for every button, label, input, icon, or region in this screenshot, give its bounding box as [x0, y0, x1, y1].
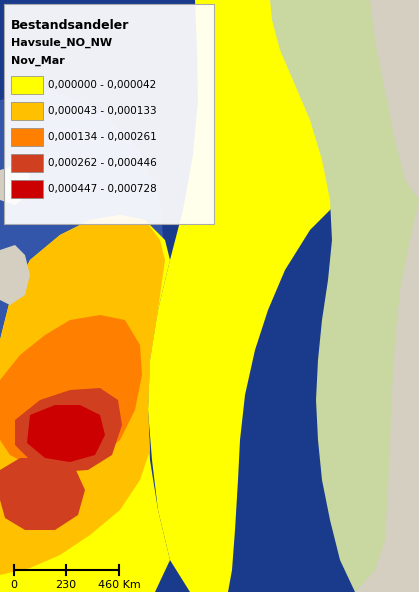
Text: Havsule_NO_NW: Havsule_NO_NW	[11, 38, 112, 49]
Text: 230: 230	[55, 580, 77, 590]
Polygon shape	[355, 200, 419, 592]
Bar	[11, 128, 43, 146]
Polygon shape	[370, 0, 419, 200]
Bar	[11, 154, 43, 172]
Polygon shape	[0, 215, 170, 592]
Text: 0,000447 - 0,000728: 0,000447 - 0,000728	[48, 184, 157, 194]
Text: 0,000134 - 0,000261: 0,000134 - 0,000261	[48, 132, 157, 142]
Text: 460 Km: 460 Km	[98, 580, 140, 590]
Text: Bestandsandeler: Bestandsandeler	[11, 19, 129, 32]
Polygon shape	[270, 0, 419, 592]
Text: 0,000000 - 0,000042: 0,000000 - 0,000042	[48, 80, 156, 90]
Polygon shape	[0, 215, 165, 575]
Polygon shape	[4, 4, 214, 224]
Bar	[11, 76, 43, 94]
Polygon shape	[0, 315, 142, 470]
Bar	[11, 102, 43, 120]
Polygon shape	[0, 245, 30, 305]
Polygon shape	[0, 165, 30, 205]
Polygon shape	[27, 405, 105, 462]
Polygon shape	[0, 90, 165, 480]
Bar	[11, 180, 43, 198]
Polygon shape	[0, 190, 180, 510]
Text: Nov_Mar: Nov_Mar	[11, 56, 65, 66]
Polygon shape	[148, 0, 419, 592]
Text: 0,000262 - 0,000446: 0,000262 - 0,000446	[48, 158, 157, 168]
Text: 0: 0	[10, 580, 18, 590]
Polygon shape	[0, 458, 85, 530]
Polygon shape	[15, 388, 122, 472]
Text: 0,000043 - 0,000133: 0,000043 - 0,000133	[48, 106, 157, 116]
